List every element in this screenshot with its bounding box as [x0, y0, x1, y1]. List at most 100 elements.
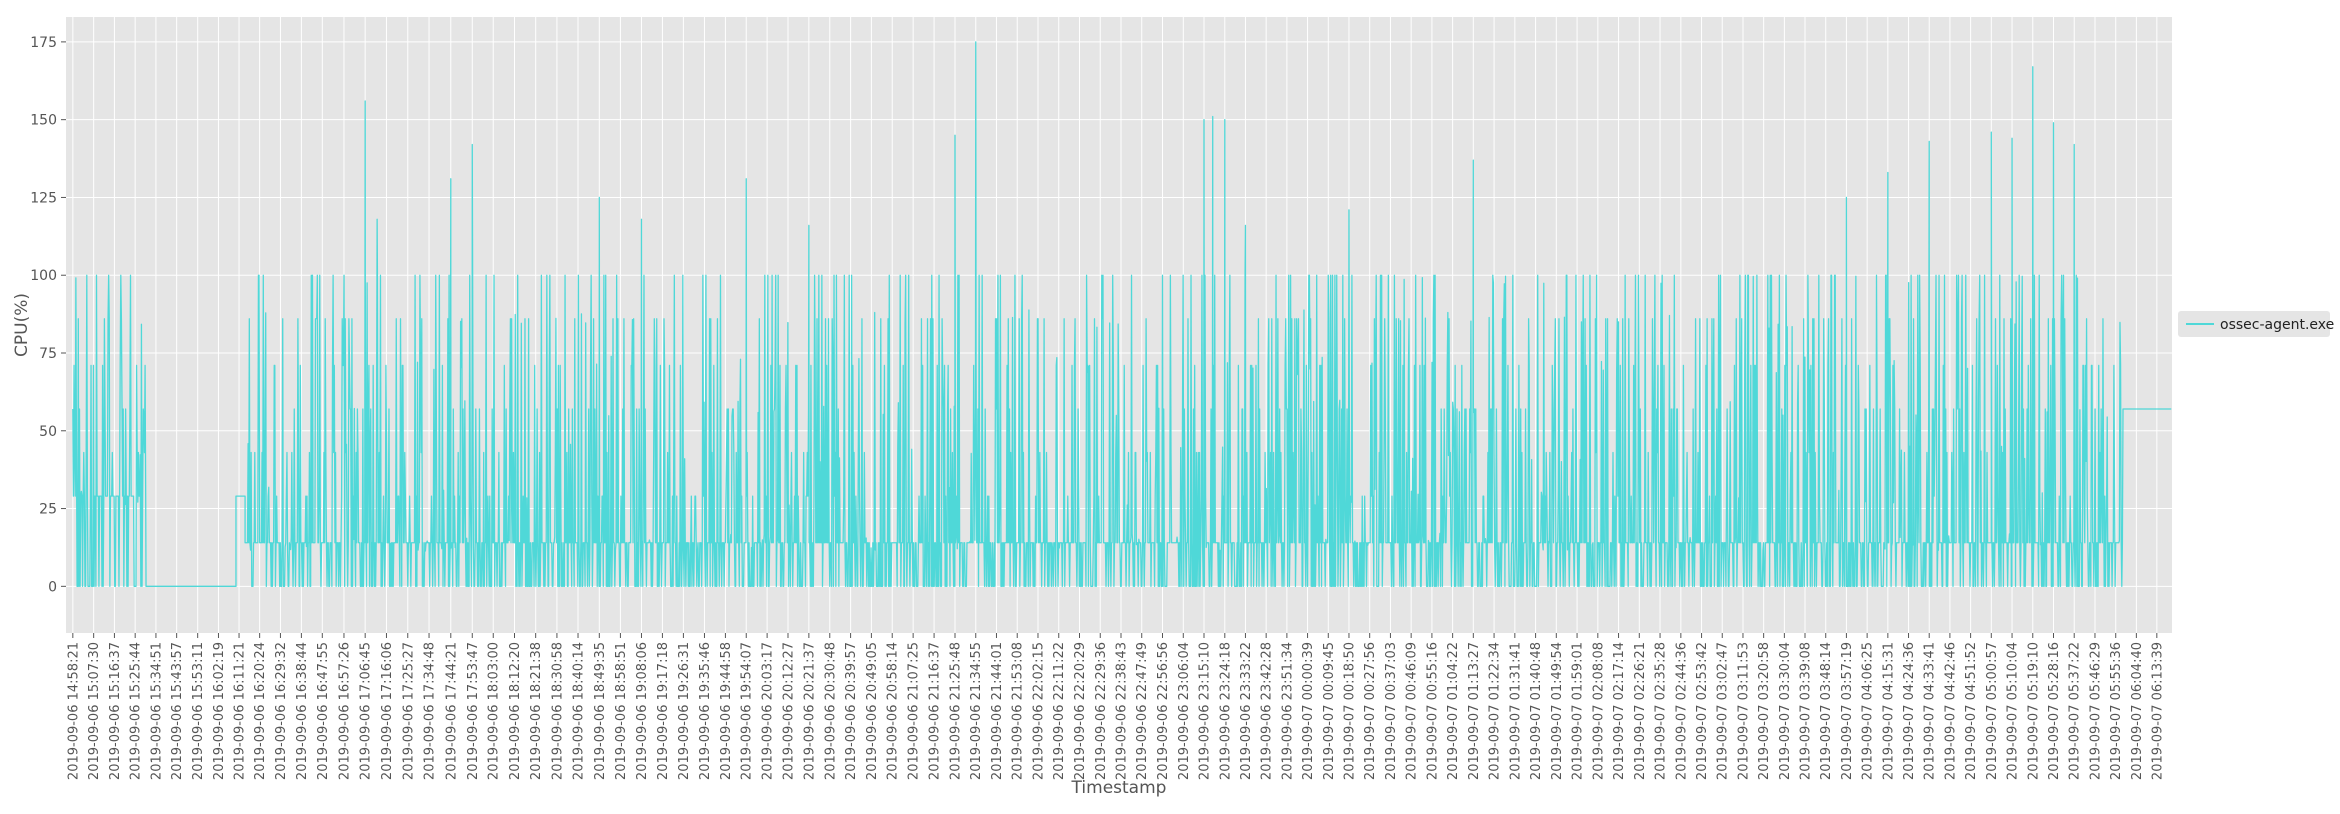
x-tick-label: 2019-09-07 04:24:36 — [1902, 642, 1917, 780]
legend-label-ossec-agent: ossec-agent.exe — [2220, 317, 2334, 333]
x-tick-label: 2019-09-07 00:55:16 — [1425, 642, 1440, 780]
x-tick-label: 2019-09-07 03:39:08 — [1799, 642, 1814, 780]
x-tick-label: 2019-09-06 22:29:36 — [1094, 642, 1109, 780]
x-tick-label: 2019-09-07 02:44:36 — [1674, 642, 1689, 780]
x-tick-label: 2019-09-07 03:02:47 — [1716, 642, 1731, 780]
x-tick-label: 2019-09-06 23:06:04 — [1177, 642, 1192, 780]
x-tick-label: 2019-09-07 00:18:50 — [1342, 642, 1357, 780]
x-tick-label: 2019-09-07 05:28:16 — [2047, 642, 2062, 780]
y-axis-ticks: 0 25 50 75 100 125 150 175 — [30, 35, 66, 595]
x-tick-label: 2019-09-06 16:20:24 — [253, 642, 268, 780]
x-tick-label: 2019-09-07 01:59:01 — [1571, 642, 1586, 780]
x-tick-label: 2019-09-06 16:29:32 — [274, 642, 289, 780]
y-tick-label: 150 — [30, 113, 57, 129]
x-tick-label: 2019-09-06 19:35:46 — [698, 642, 713, 780]
x-tick-label: 2019-09-07 05:00:57 — [1985, 642, 2000, 780]
x-tick-label: 2019-09-07 05:46:29 — [2088, 642, 2103, 780]
x-tick-label: 2019-09-06 20:30:48 — [823, 642, 838, 780]
x-tick-label: 2019-09-07 04:06:25 — [1861, 642, 1876, 780]
x-tick-label: 2019-09-06 20:39:57 — [844, 642, 859, 780]
x-tick-label: 2019-09-07 05:19:10 — [2026, 642, 2041, 780]
x-tick-label: 2019-09-07 05:55:36 — [2109, 642, 2124, 780]
x-tick-label: 2019-09-07 01:22:34 — [1488, 642, 1503, 780]
x-tick-label: 2019-09-06 23:51:34 — [1280, 642, 1295, 780]
legend-box — [2178, 311, 2330, 337]
x-tick-label: 2019-09-06 19:44:58 — [719, 642, 734, 780]
x-tick-label: 2019-09-06 18:40:14 — [572, 642, 587, 780]
x-tick-label: 2019-09-06 16:47:55 — [316, 642, 331, 780]
x-tick-label: 2019-09-06 23:42:28 — [1260, 642, 1275, 780]
x-tick-label: 2019-09-06 22:38:43 — [1115, 642, 1130, 780]
x-tick-label: 2019-09-06 17:34:48 — [423, 642, 438, 780]
x-tick-label: 2019-09-06 21:44:01 — [990, 642, 1005, 780]
x-tick-label: 2019-09-06 19:17:18 — [656, 642, 671, 780]
x-tick-label: 2019-09-06 23:33:22 — [1239, 642, 1254, 780]
x-tick-label: 2019-09-07 05:10:04 — [2006, 642, 2021, 780]
y-axis-label: CPU(%) — [12, 293, 32, 357]
x-tick-label: 2019-09-07 05:37:22 — [2068, 642, 2083, 780]
x-tick-label: 2019-09-06 14:58:21 — [66, 642, 81, 780]
x-tick-label: 2019-09-07 03:57:19 — [1840, 642, 1855, 780]
x-tick-label: 2019-09-06 15:53:11 — [191, 642, 206, 780]
x-tick-label: 2019-09-06 20:21:37 — [802, 642, 817, 780]
x-tick-label: 2019-09-06 21:16:37 — [928, 642, 943, 780]
x-tick-label: 2019-09-06 17:06:45 — [359, 642, 374, 780]
x-tick-label: 2019-09-07 00:46:09 — [1405, 642, 1420, 780]
x-tick-label: 2019-09-06 21:53:08 — [1011, 642, 1026, 780]
x-tick-label: 2019-09-07 00:00:39 — [1301, 642, 1316, 780]
x-tick-label: 2019-09-07 04:51:52 — [1964, 642, 1979, 780]
x-tick-label: 2019-09-07 00:27:56 — [1363, 642, 1378, 780]
x-tick-label: 2019-09-07 01:40:48 — [1529, 642, 1544, 780]
x-tick-label: 2019-09-07 04:42:46 — [1943, 642, 1958, 780]
x-tick-label: 2019-09-07 01:13:27 — [1467, 642, 1482, 780]
y-tick-label: 175 — [30, 35, 57, 51]
x-tick-label: 2019-09-06 18:03:00 — [487, 642, 502, 780]
x-tick-label: 2019-09-07 04:33:41 — [1923, 642, 1938, 780]
x-axis-label: Timestamp — [1071, 778, 1167, 798]
y-tick-label: 50 — [39, 424, 57, 440]
y-tick-label: 25 — [39, 502, 57, 518]
x-tick-label: 2019-09-07 02:17:14 — [1612, 642, 1627, 780]
x-tick-label: 2019-09-06 22:02:15 — [1031, 642, 1046, 780]
y-tick-label: 125 — [30, 190, 57, 206]
x-tick-label: 2019-09-06 15:16:37 — [108, 642, 123, 780]
x-tick-label: 2019-09-06 22:20:29 — [1073, 642, 1088, 780]
x-tick-label: 2019-09-07 03:30:04 — [1778, 642, 1793, 780]
x-tick-label: 2019-09-06 20:49:05 — [865, 642, 880, 780]
x-axis-ticks: 2019-09-06 14:58:21 2019-09-06 15:07:30 20… — [66, 633, 2165, 780]
x-tick-label: 2019-09-06 19:54:07 — [740, 642, 755, 780]
x-tick-label: 2019-09-06 15:34:51 — [149, 642, 164, 780]
x-tick-label: 2019-09-07 06:13:39 — [2150, 642, 2165, 780]
x-tick-label: 2019-09-07 03:20:58 — [1757, 642, 1772, 780]
x-tick-label: 2019-09-06 16:02:19 — [212, 642, 227, 780]
x-tick-label: 2019-09-06 17:25:27 — [401, 642, 416, 780]
x-tick-label: 2019-09-07 06:04:40 — [2130, 642, 2145, 780]
x-tick-label: 2019-09-06 16:11:21 — [233, 642, 248, 780]
x-tick-label: 2019-09-06 17:44:21 — [444, 642, 459, 780]
y-tick-label: 100 — [30, 268, 57, 284]
x-tick-label: 2019-09-06 20:58:14 — [886, 642, 901, 780]
series-line-ossec-agent — [72, 41, 2172, 587]
x-tick-label: 2019-09-07 02:26:21 — [1633, 642, 1648, 780]
x-tick-label: 2019-09-06 16:57:26 — [337, 642, 352, 780]
x-tick-label: 2019-09-06 19:08:06 — [635, 642, 650, 780]
x-tick-label: 2019-09-06 19:26:31 — [677, 642, 692, 780]
x-tick-label: 2019-09-06 15:43:57 — [170, 642, 185, 780]
x-tick-label: 2019-09-07 03:11:53 — [1736, 642, 1751, 780]
y-tick-label: 75 — [39, 346, 57, 362]
x-tick-label: 2019-09-06 20:03:17 — [761, 642, 776, 780]
x-tick-label: 2019-09-06 17:53:47 — [466, 642, 481, 780]
x-tick-label: 2019-09-06 18:12:20 — [508, 642, 523, 780]
x-tick-label: 2019-09-06 22:47:49 — [1135, 642, 1150, 780]
x-tick-label: 2019-09-06 18:58:51 — [614, 642, 629, 780]
x-tick-label: 2019-09-07 00:09:45 — [1322, 642, 1337, 780]
x-tick-label: 2019-09-06 15:07:30 — [87, 642, 102, 780]
x-tick-label: 2019-09-07 04:15:31 — [1881, 642, 1896, 780]
x-tick-label: 2019-09-06 23:24:18 — [1218, 642, 1233, 780]
x-tick-label: 2019-09-07 01:49:54 — [1550, 642, 1565, 780]
legend: ossec-agent.exe — [2178, 311, 2334, 337]
x-tick-label: 2019-09-06 18:30:58 — [550, 642, 565, 780]
x-tick-label: 2019-09-06 22:11:22 — [1052, 642, 1067, 780]
